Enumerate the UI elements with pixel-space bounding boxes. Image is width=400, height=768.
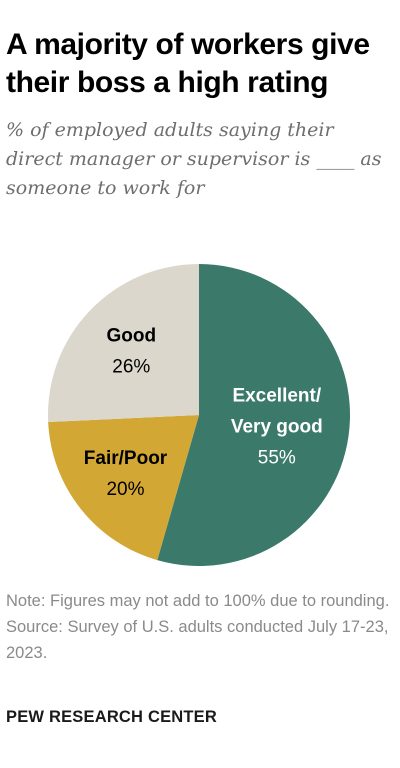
chart-title: A majority of workers give their boss a …	[6, 28, 370, 99]
pie-chart: Excellent/Very good 55% Fair/Poor 20% Good 26…	[47, 264, 351, 566]
note-text: Note: Figures may not add to 100% due to…	[6, 592, 390, 610]
slice-label-0: Excellent/Very good 55%	[231, 386, 323, 469]
brand-footer: PEW RESEARCH CENTER	[6, 708, 217, 726]
slice-label-2: Good 26%	[106, 325, 156, 377]
chart-subtitle: % of employed adults saying their direct…	[6, 119, 382, 199]
pie-slices	[47, 264, 351, 566]
source-text: Source: Survey of U.S. adults conducted …	[6, 618, 389, 662]
pie-slice-0	[157, 264, 351, 566]
notes: Note: Figures may not add to 100% due to…	[6, 588, 398, 666]
pie-labels: Excellent/Very good 55% Fair/Poor 20% Good 26…	[84, 325, 323, 500]
slice-label-1: Fair/Poor 20%	[84, 448, 168, 500]
pie-slice-2	[47, 264, 199, 423]
pie-slice-1	[48, 415, 199, 561]
